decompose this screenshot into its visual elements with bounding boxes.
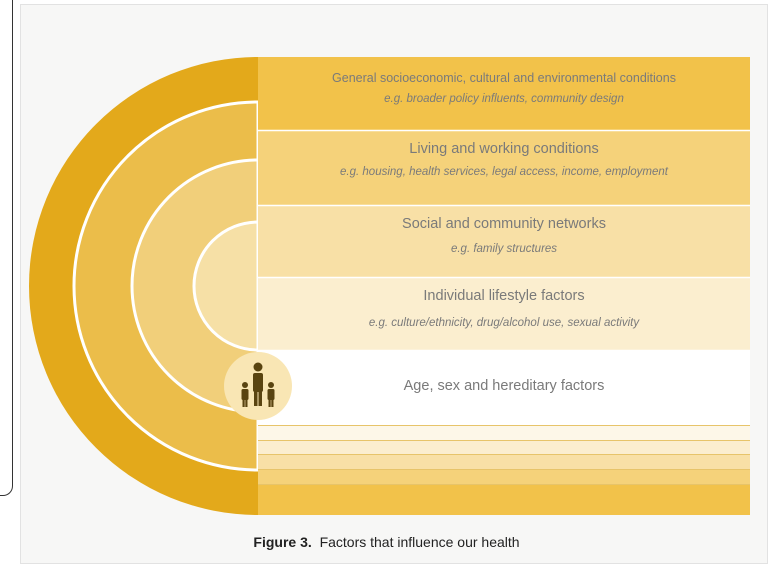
band-bg-living [258,131,750,205]
strip-4 [258,470,750,484]
band-living-example: e.g. housing, health services, legal acc… [340,165,668,178]
band-bg-individual [258,278,750,350]
band-general-title: General socioeconomic, cultural and envi… [332,71,676,85]
band-bg-age-sex [258,351,750,425]
figure-caption: Figure 3. Factors that influence our hea… [0,534,773,550]
band-individual-lifestyle: Individual lifestyle factors e.g. cultur… [258,287,750,331]
band-bg-social [258,206,750,277]
band-living-working: Living and working conditions e.g. housi… [258,140,750,180]
figure-caption-text: Factors that influence our health [319,534,520,550]
band-individual-example: e.g. culture/ethnicity, drug/alcohol use… [368,316,640,329]
ring-individual-lifestyle [192,220,260,352]
band-social-title: Social and community networks [402,216,606,232]
band-general-example: e.g. broader policy influents, community… [384,93,624,106]
strip-2 [258,441,750,454]
figure-caption-label: Figure 3. [253,534,312,550]
strip-3 [258,455,750,469]
band-social-example: e.g. family structures [450,242,558,255]
band-bg-general [258,57,750,130]
band-age-sex-title: Age, sex and hereditary factors [403,378,605,394]
band-living-title: Living and working conditions [409,141,599,157]
band-individual-title: Individual lifestyle factors [423,288,585,304]
band-social-community: Social and community networks e.g. famil… [258,215,750,257]
strip-1 [258,426,750,440]
family-icon [241,362,275,407]
strip-5 [258,485,750,515]
band-age-sex: Age, sex and hereditary factors [258,377,750,396]
band-general-conditions: General socioeconomic, cultural and envi… [258,70,750,107]
